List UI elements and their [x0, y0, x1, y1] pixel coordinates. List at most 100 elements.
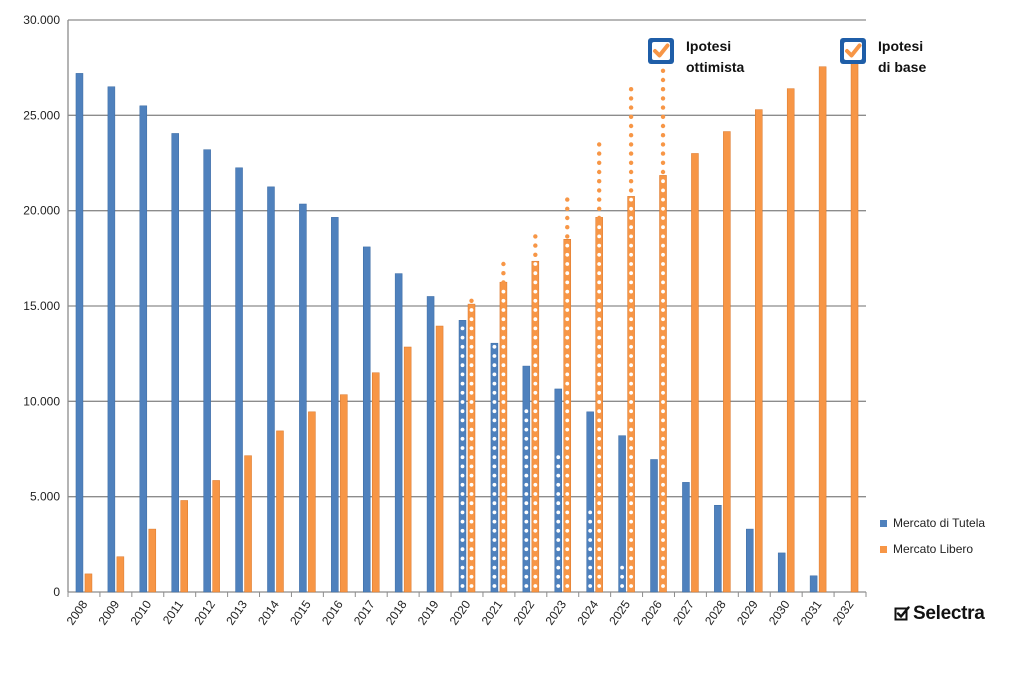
bar-mercato-libero [435, 325, 444, 593]
optimistic-dot-libero [501, 538, 506, 542]
optimistic-dot-libero [533, 418, 538, 423]
optimistic-dot-libero [597, 344, 602, 349]
optimistic-dot-libero [629, 363, 633, 368]
bar-mercato-libero [180, 500, 188, 593]
optimistic-dot-libero [661, 427, 665, 432]
optimistic-dot-libero [629, 289, 633, 294]
optimistic-dot-tutela [556, 510, 561, 515]
x-tick-label: 2018 [383, 597, 410, 627]
optimistic-dot-tutela [492, 381, 497, 386]
optimistic-dot-libero [628, 105, 634, 110]
optimistic-dot-libero [501, 574, 506, 579]
x-tick-label: 2011 [160, 597, 186, 626]
legend-label-tutela: Mercato di Tutela [893, 516, 986, 530]
optimistic-dot-libero [565, 455, 570, 460]
optimistic-dot-libero [661, 528, 665, 533]
optimistic-dot-libero [661, 482, 665, 487]
optimistic-dot-libero [661, 473, 665, 478]
optimistic-dot-libero [597, 510, 602, 515]
optimistic-dot-tutela [492, 528, 497, 533]
optimistic-dot-libero [469, 482, 474, 487]
optimistic-dot-libero [469, 547, 474, 552]
bar-mercato-di-tutela [682, 482, 690, 593]
optimistic-dot-libero [565, 418, 570, 423]
optimistic-dot-libero [660, 96, 666, 101]
optimistic-dot-libero [565, 574, 570, 579]
optimistic-dot-tutela [524, 492, 529, 496]
optimistic-dot-libero [501, 326, 506, 331]
bar-mercato-libero [116, 556, 125, 593]
optimistic-dot-libero [660, 68, 666, 74]
bar-mercato-di-tutela [426, 296, 435, 593]
optimistic-dot-libero [629, 197, 633, 202]
bar-mercato-di-tutela [203, 149, 211, 593]
optimistic-dot-libero [469, 473, 474, 478]
optimistic-dot-libero [533, 271, 538, 276]
optimistic-dot-tutela [460, 556, 465, 561]
optimistic-dot-tutela [524, 418, 529, 423]
optimistic-dot-tutela [524, 409, 529, 414]
optimistic-dot-libero [597, 492, 602, 496]
optimistic-dot-libero [597, 556, 602, 561]
optimistic-dot-libero [533, 574, 538, 579]
optimistic-dot-libero [533, 262, 538, 266]
optimistic-dot-tutela [492, 372, 497, 377]
optimistic-dot-libero [501, 372, 506, 377]
optimistic-dot-libero [628, 87, 634, 92]
optimistic-dot-tutela [524, 574, 529, 579]
optimistic-dot-libero [660, 87, 666, 92]
optimistic-dot-tutela [492, 519, 497, 524]
optimistic-dot-libero [661, 206, 665, 211]
optimistic-dot-libero [661, 335, 665, 340]
optimistic-dot-libero [597, 547, 602, 552]
optimistic-dot-tutela [588, 547, 593, 552]
bar-mercato-libero [403, 346, 412, 593]
bar-mercato-di-tutela [267, 186, 275, 593]
optimistic-dot-tutela [556, 574, 561, 579]
optimistic-dot-libero [597, 455, 602, 460]
optimistic-dot-libero [565, 547, 570, 552]
optimistic-dot-libero [565, 390, 570, 395]
y-tick-label: 25.000 [23, 108, 60, 122]
optimistic-dot-libero [629, 556, 633, 561]
legend-item-tutela: Mercato di Tutela [880, 510, 985, 536]
optimistic-dot-tutela [492, 556, 497, 561]
optimistic-dot-libero [629, 243, 633, 248]
optimistic-dot-libero [533, 243, 538, 248]
optimistic-dot-libero [597, 464, 602, 469]
optimistic-dot-libero [533, 584, 538, 588]
bar-mercato-di-tutela [139, 105, 148, 593]
optimistic-dot-libero [629, 565, 633, 570]
optimistic-dot-tutela [460, 464, 465, 469]
optimistic-dot-libero [597, 400, 602, 404]
optimistic-dot-libero [629, 271, 633, 276]
optimistic-dot-tutela [492, 492, 497, 496]
optimistic-dot-libero [501, 427, 506, 432]
optimistic-dot-libero [597, 427, 602, 432]
optimistic-dot-libero [469, 390, 474, 395]
optimistic-dot-libero [597, 538, 602, 542]
optimistic-dot-libero [501, 381, 506, 386]
optimistic-dot-libero [565, 492, 570, 496]
optimistic-dot-tutela [556, 473, 561, 478]
optimistic-dot-libero [660, 123, 666, 129]
optimistic-dot-libero [501, 354, 506, 358]
optimistic-dot-libero [501, 473, 506, 478]
optimistic-dot-libero [596, 142, 602, 147]
optimistic-dot-tutela [524, 482, 529, 487]
optimistic-dot-tutela [492, 418, 497, 423]
optimistic-dot-libero [597, 225, 602, 230]
optimistic-dot-tutela [492, 427, 497, 432]
legend-swatch-tutela [880, 519, 887, 527]
optimistic-dot-libero [596, 160, 602, 165]
bar-mercato-di-tutela [777, 552, 786, 593]
optimistic-dot-libero [565, 409, 570, 414]
optimistic-dot-libero [533, 363, 538, 368]
optimistic-dot-tutela [492, 363, 497, 368]
optimistic-dot-libero [533, 390, 538, 395]
optimistic-dot-libero [597, 234, 602, 239]
optimistic-dot-libero [565, 473, 570, 478]
optimistic-dot-tutela [460, 501, 465, 506]
optimistic-dot-libero [629, 326, 633, 331]
bar-mercato-di-tutela [650, 459, 658, 593]
